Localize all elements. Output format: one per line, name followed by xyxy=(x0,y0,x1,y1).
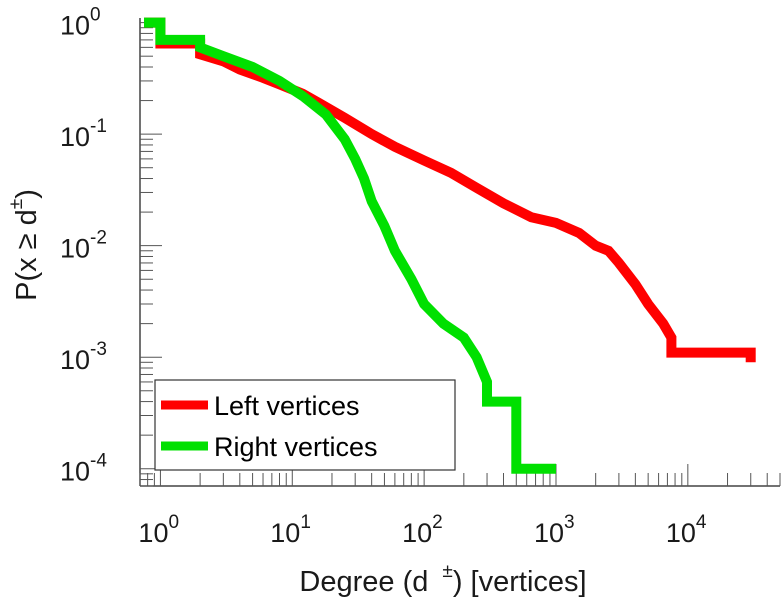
y-tick-label: 10-4 xyxy=(60,451,107,487)
legend: Left vertices Right vertices xyxy=(154,379,456,471)
series-line-left-vertices xyxy=(144,17,756,363)
tick-labels: 100 10-1 10-2 10-3 10-4 100 101 102 103 104 xyxy=(60,5,707,548)
x-tick-label: 101 xyxy=(270,512,311,548)
y-tick-label: 10-2 xyxy=(60,228,107,264)
legend-box xyxy=(154,379,456,471)
y-tick-label: 100 xyxy=(60,5,101,41)
x-tick-label: 104 xyxy=(666,512,707,548)
x-axis-title: Degree (d ±) [vertices] xyxy=(299,561,586,598)
x-tick-label: 103 xyxy=(534,512,575,548)
legend-label-left-vertices: Left vertices xyxy=(214,391,360,421)
legend-label-right-vertices: Right vertices xyxy=(214,432,378,462)
x-tick-label: 100 xyxy=(138,512,179,548)
plot-series xyxy=(144,17,756,474)
x-tick-label: 102 xyxy=(402,512,443,548)
series-line-right-vertices xyxy=(144,17,556,474)
y-axis-title: P(x ≥ d±) xyxy=(6,189,43,301)
y-tick-label: 10-1 xyxy=(60,116,107,152)
axes xyxy=(139,18,781,487)
y-tick-label: 10-3 xyxy=(60,339,107,375)
